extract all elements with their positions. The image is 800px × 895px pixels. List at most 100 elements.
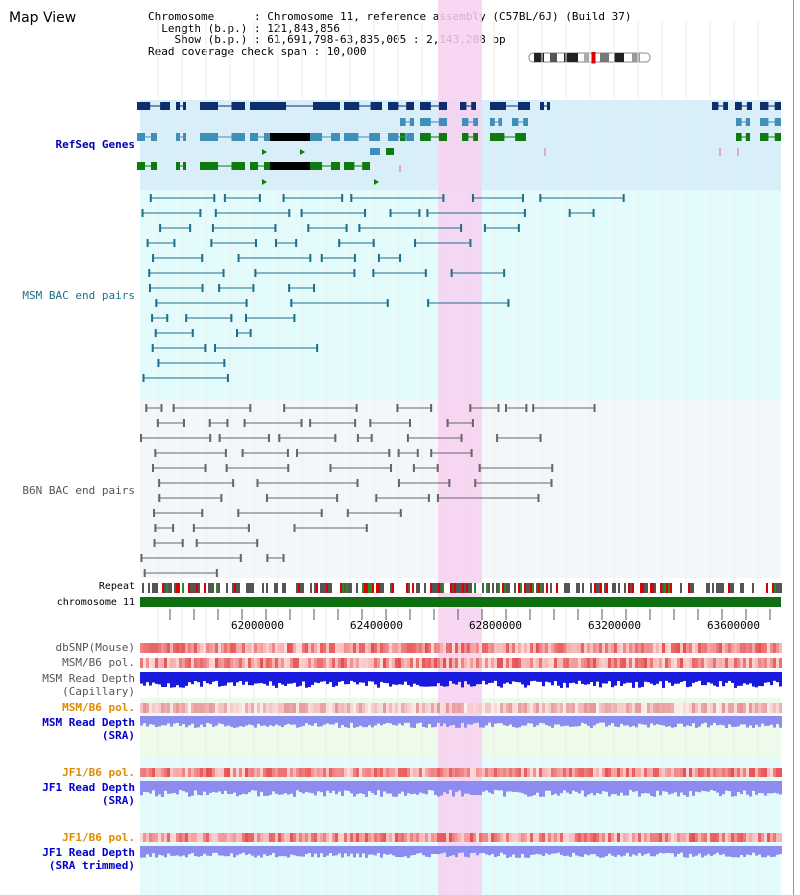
bac-end — [145, 404, 148, 412]
bac-end — [204, 464, 207, 472]
depth-bar — [623, 846, 626, 856]
heat-cell — [173, 643, 176, 653]
depth-bar — [188, 781, 191, 797]
heat-cell — [527, 658, 530, 668]
repeat-mark — [772, 583, 774, 593]
depth-bar — [464, 781, 467, 794]
repeat-mark — [636, 583, 638, 593]
depth-bar — [713, 846, 716, 855]
heat-cell — [248, 703, 251, 713]
bac-end — [390, 464, 393, 472]
heat-cell — [722, 833, 725, 842]
repeat-mark — [464, 583, 466, 593]
gene-exon — [746, 102, 752, 110]
track-label-msm-bac[interactable]: MSM BAC end pairs — [22, 289, 135, 302]
depth-bar — [614, 672, 617, 686]
track-label-refseq[interactable]: RefSeq Genes — [55, 138, 135, 151]
bac-end — [142, 374, 145, 382]
depth-bar — [764, 781, 767, 796]
repeat-mark — [698, 583, 700, 593]
heat-cell — [269, 768, 272, 777]
depth-bar — [332, 716, 335, 725]
depth-bar — [548, 781, 551, 791]
track-label-b6n-bac[interactable]: B6N BAC end pairs — [22, 484, 135, 497]
depth-bar — [758, 781, 761, 793]
repeat-mark — [174, 583, 176, 593]
bac-end — [505, 404, 508, 412]
heat-cell — [146, 658, 149, 668]
repeat-mark — [194, 583, 196, 593]
depth-bar — [503, 781, 506, 797]
bac-end — [254, 269, 257, 277]
bac-end — [389, 209, 392, 217]
heat-cell — [656, 833, 659, 842]
heat-cell — [320, 833, 323, 842]
heat-cell — [233, 658, 236, 668]
repeat-mark — [588, 583, 590, 593]
depth-bar — [218, 846, 221, 856]
depth-bar — [242, 781, 245, 794]
heat-cell — [302, 768, 305, 777]
depth-bar — [587, 716, 590, 726]
track-label-chromosome: chromosome 11 — [56, 597, 135, 608]
depth-bar — [341, 846, 344, 858]
depth-bar — [452, 672, 455, 684]
heat-cell — [311, 703, 314, 713]
heat-cell — [485, 643, 488, 653]
repeat-mark — [740, 583, 742, 593]
repeat-mark — [632, 583, 634, 593]
heat-cell — [413, 658, 416, 668]
heat-cell — [407, 703, 410, 713]
depth-bar — [461, 716, 464, 723]
heat-cell — [395, 703, 398, 713]
heat-cell — [749, 643, 752, 653]
bac-end — [210, 239, 213, 247]
heat-cell — [218, 703, 221, 713]
heat-cell — [455, 703, 458, 713]
repeat-mark — [348, 583, 350, 593]
heat-cell — [260, 703, 263, 713]
gene-exon — [183, 102, 186, 110]
heat-cell — [329, 833, 332, 842]
heat-cell — [155, 703, 158, 713]
heat-cell — [731, 703, 734, 713]
repeat-mark — [206, 583, 208, 593]
heat-cell — [269, 658, 272, 668]
bac-end — [266, 554, 269, 562]
heat-cell — [425, 703, 428, 713]
depth-bar — [407, 716, 410, 723]
heat-cell — [185, 703, 188, 713]
heat-cell — [383, 658, 386, 668]
depth-bar — [620, 716, 623, 724]
heat-cell — [437, 658, 440, 668]
heat-cell — [155, 833, 158, 842]
depth-bar — [356, 672, 359, 685]
depth-bar — [698, 716, 701, 727]
heat-cell — [215, 703, 218, 713]
heat-cell — [530, 833, 533, 842]
bac-end — [430, 404, 433, 412]
repeat-mark — [706, 583, 708, 593]
heat-cell — [578, 833, 581, 842]
repeat-mark — [638, 583, 640, 593]
depth-bar — [338, 716, 341, 728]
heat-cell — [482, 768, 485, 777]
heat-cell — [380, 643, 383, 653]
bac-end — [265, 494, 268, 502]
heat-cell — [374, 833, 377, 842]
depth-bar — [299, 716, 302, 727]
heat-cell — [623, 643, 626, 653]
heat-cell — [473, 768, 476, 777]
bac-end — [388, 449, 391, 457]
repeat-mark — [612, 583, 614, 593]
heat-cell — [596, 658, 599, 668]
repeat-mark — [726, 583, 728, 593]
heat-cell — [404, 643, 407, 653]
heat-cell — [590, 703, 593, 713]
depth-bar — [719, 781, 722, 797]
heat-cell — [455, 833, 458, 842]
heat-cell — [716, 658, 719, 668]
repeat-mark — [154, 583, 156, 593]
heat-cell — [575, 643, 578, 653]
